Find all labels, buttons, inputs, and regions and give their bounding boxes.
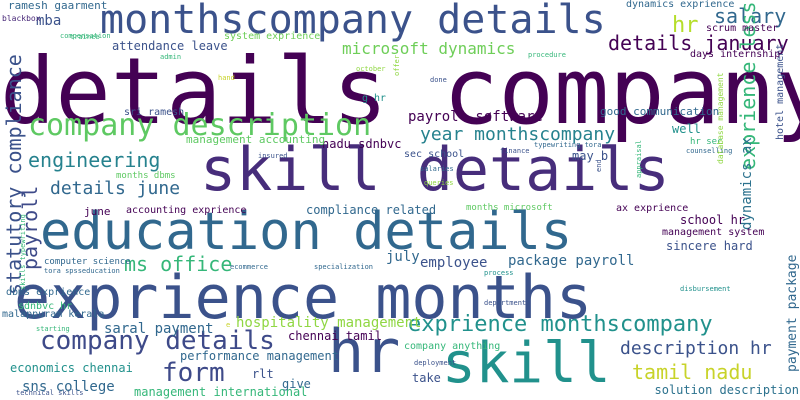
word-sincere-hard: sincere hard: [666, 239, 753, 253]
word-may-b: may b: [572, 149, 609, 163]
word-admin: admin: [160, 53, 182, 61]
word-form: form: [162, 358, 225, 388]
word-insured: insured: [258, 152, 288, 160]
word-rlt: rlt: [252, 367, 274, 381]
word-hr: hr: [328, 317, 401, 387]
word-chennai-tamil: chennai tamil: [288, 329, 382, 343]
word-school-hr: school hr: [680, 213, 746, 227]
word-queries: queries: [424, 179, 454, 187]
word-specialization: specialization: [314, 263, 374, 271]
word-process: process: [484, 269, 514, 277]
word-technical-skills: technical skills: [16, 389, 84, 397]
word-done: done: [430, 76, 447, 84]
word-end: end: [595, 159, 603, 172]
word-appraisal: appraisal: [635, 140, 643, 178]
word-days-internship: days internship: [690, 49, 781, 60]
word-saral-payment: saral payment: [104, 321, 214, 337]
word-months-dbms: months dbms: [116, 171, 176, 181]
word-exprience-monthscompany: exprience monthscompany: [408, 312, 713, 337]
word-offer: offer: [393, 54, 401, 76]
word-skill-details: skill details: [200, 135, 670, 205]
word-sns-college: sns college: [22, 379, 115, 395]
word-hand: hand: [218, 74, 235, 82]
word-salaries: salaries: [420, 165, 454, 173]
word-description-hr: description hr: [620, 338, 772, 359]
word-management-system: management system: [662, 227, 765, 238]
word-computer-science: computer science: [44, 257, 131, 267]
word-procedure: procedure: [528, 51, 566, 59]
word-employee: employee: [420, 255, 488, 271]
word-database-management: database management: [716, 72, 725, 164]
word-counselling: counselling: [686, 147, 733, 155]
word-tora-spsseducation: tora spsseducation: [44, 267, 120, 275]
word-finance: finance: [500, 147, 530, 155]
word-july: july: [386, 249, 420, 265]
word-education-details: education details: [40, 202, 573, 262]
word-e: e: [226, 321, 231, 329]
word-g-hr: g hr: [362, 93, 387, 104]
word-disbursement: disbursement: [680, 285, 731, 293]
word-details-january: details january: [608, 31, 789, 55]
word-compensation: compensation: [60, 32, 111, 40]
word-performance-management: performance management: [180, 349, 339, 363]
word-blackbox: blackbox: [2, 14, 41, 23]
word-microsoft-dynamics: microsoft dynamics: [342, 39, 516, 58]
word-package-payroll: package payroll: [508, 253, 635, 269]
word-scrum-master: scrum master: [706, 23, 779, 34]
word-solution-description: solution description: [654, 383, 800, 397]
word-ramesh-gaarment: ramesh gaarment: [8, 0, 108, 12]
word-department: department: [484, 299, 527, 307]
word-nadu-sdnbvc: nadu sdnbvc: [322, 137, 402, 151]
word-tamil-nadu: tamil nadu: [632, 360, 753, 384]
word-sdnbvc-hr: sdnbvc hr: [18, 301, 73, 312]
word-hospitality-management: hospitality management: [236, 315, 422, 331]
word-system-exprience: system exprience: [224, 31, 321, 42]
word-management-international: management international: [134, 385, 308, 399]
word-malappuram-kerala: malappuram kerala: [2, 309, 105, 320]
word-october: october: [356, 65, 386, 73]
word-ecommerce: ecommerce: [230, 263, 268, 271]
word-well: well: [672, 122, 701, 136]
word-mba: mba: [36, 13, 62, 29]
word-attendance-leave: attendance leave: [112, 39, 228, 53]
word-engineering: engineering: [28, 148, 161, 172]
word-details-june: details june: [50, 178, 181, 199]
word-dynamics-exprience: dynamics exprience: [626, 0, 735, 10]
word-starting: starting: [36, 325, 70, 333]
word-sec-school: sec school: [404, 149, 465, 160]
word-months-microsoft: months microsoft: [466, 203, 553, 213]
word-company-description: company description: [28, 108, 372, 143]
word-company-details: company details: [40, 326, 275, 356]
word-exprience-months: exprience months: [14, 263, 592, 333]
word-salary: salary: [714, 4, 787, 28]
word-june: june: [84, 205, 111, 218]
word-monthscompany-details: monthscompany details: [100, 0, 606, 43]
word-hr: hr: [672, 13, 699, 38]
word-dbms-exprience: dbms exprience: [6, 287, 91, 298]
word-payment-package: payment package: [785, 254, 800, 372]
word-skills-typewriting: skills typewriting: [19, 214, 27, 290]
word-ms-office: ms office: [124, 252, 233, 276]
word-good-communication: good communication: [600, 105, 720, 118]
word-trainee: trainee: [70, 33, 100, 41]
word-typewriting-tora: typewriting tora: [534, 141, 602, 149]
word-skill: skill: [442, 331, 611, 396]
word-economics-chennai: economics chennai: [10, 361, 133, 375]
word-hr-sec: hr sec: [690, 137, 723, 147]
word-sri-ramesh: sri ramesh: [124, 107, 185, 118]
word-compliance-related: compliance related: [306, 203, 437, 217]
word-deployment: deployment: [414, 359, 457, 367]
word-ax-exprience: ax exprience: [616, 203, 689, 214]
word-give: give: [282, 377, 311, 391]
word-accounting-exprience: accounting exprience: [126, 205, 247, 216]
word-payroll-software: payroll software: [408, 109, 543, 125]
word-company-anything: company anything: [404, 341, 501, 352]
word-details-company: details company: [0, 38, 800, 145]
word-year-monthscompany: year monthscompany: [420, 124, 616, 145]
word-take: take: [412, 371, 441, 385]
word-management-accounting: management accounting: [186, 133, 326, 146]
